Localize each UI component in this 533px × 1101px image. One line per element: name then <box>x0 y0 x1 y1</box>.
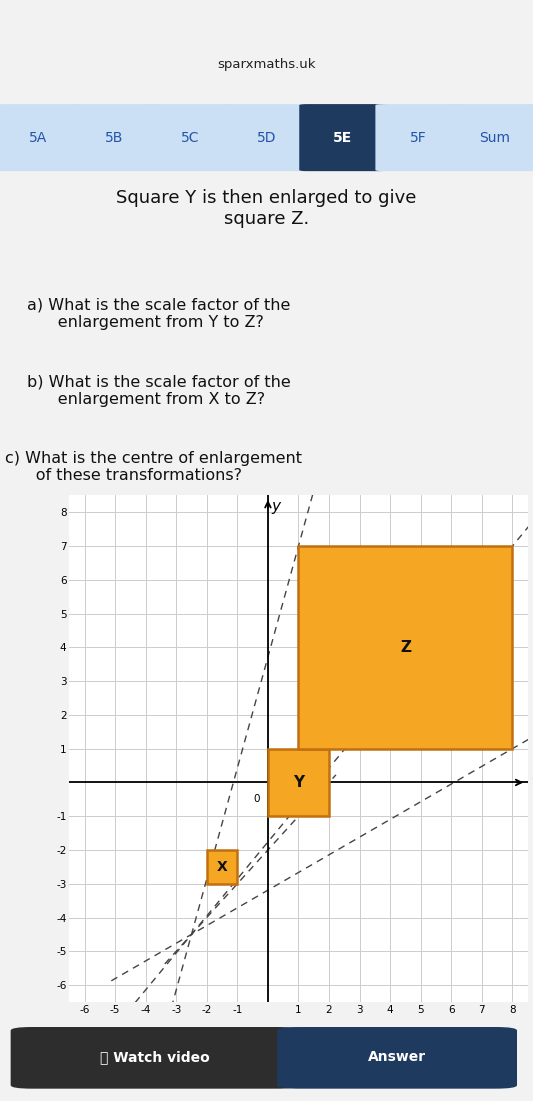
FancyBboxPatch shape <box>277 1027 517 1089</box>
Text: 0: 0 <box>254 794 260 804</box>
FancyBboxPatch shape <box>11 1027 298 1089</box>
Text: Y: Y <box>293 775 304 789</box>
Bar <box>298 546 512 749</box>
Text: y: y <box>271 499 280 514</box>
FancyBboxPatch shape <box>223 105 310 171</box>
Text: 5B: 5B <box>105 131 124 144</box>
FancyBboxPatch shape <box>299 105 386 171</box>
FancyBboxPatch shape <box>451 105 533 171</box>
Text: 5A: 5A <box>29 131 47 144</box>
FancyBboxPatch shape <box>147 105 234 171</box>
FancyBboxPatch shape <box>71 105 158 171</box>
Text: a) What is the scale factor of the
      enlargement from Y to Z?: a) What is the scale factor of the enlar… <box>27 297 290 330</box>
FancyBboxPatch shape <box>0 105 82 171</box>
Text: 5C: 5C <box>181 131 199 144</box>
Text: 5E: 5E <box>333 131 352 144</box>
Text: sparxmaths.uk: sparxmaths.uk <box>217 58 316 70</box>
Text: X: X <box>217 860 228 874</box>
Text: Answer: Answer <box>368 1050 426 1064</box>
Text: Z: Z <box>400 640 411 655</box>
Text: ⬛ Watch video: ⬛ Watch video <box>100 1050 209 1064</box>
Bar <box>207 850 237 884</box>
Text: Sum: Sum <box>479 131 511 144</box>
Text: c) What is the centre of enlargement
      of these transformations?: c) What is the centre of enlargement of … <box>5 450 302 483</box>
Text: x: x <box>532 766 533 782</box>
FancyBboxPatch shape <box>375 105 462 171</box>
Text: 5F: 5F <box>410 131 427 144</box>
Text: Square Y is then enlarged to give
square Z.: Square Y is then enlarged to give square… <box>116 189 417 228</box>
Text: b) What is the scale factor of the
      enlargement from X to Z?: b) What is the scale factor of the enlar… <box>27 374 290 406</box>
Bar <box>268 749 329 816</box>
Text: 5D: 5D <box>257 131 276 144</box>
